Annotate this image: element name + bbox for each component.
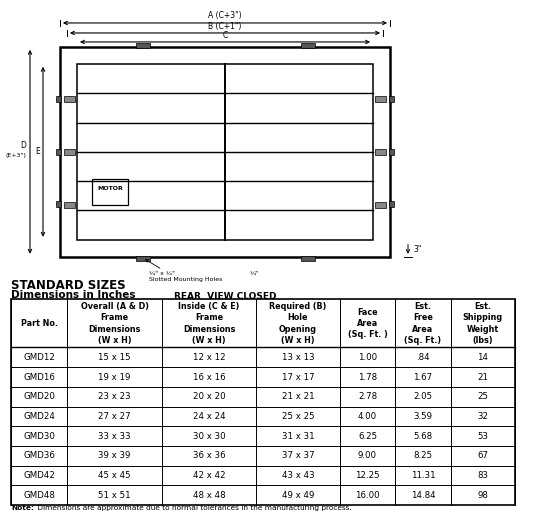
Bar bbox=[375, 96, 386, 102]
Text: 6.25: 6.25 bbox=[358, 432, 377, 441]
Text: 39 x 39: 39 x 39 bbox=[98, 452, 131, 460]
Text: B (C+1"): B (C+1") bbox=[208, 22, 241, 31]
Text: 20 x 20: 20 x 20 bbox=[192, 392, 226, 401]
Bar bbox=[64, 201, 75, 208]
Bar bbox=[375, 149, 386, 155]
Bar bbox=[135, 43, 150, 48]
Text: GMD42: GMD42 bbox=[23, 471, 55, 480]
Text: E: E bbox=[35, 147, 40, 156]
Text: 51 x 51: 51 x 51 bbox=[98, 491, 131, 500]
Text: REAR  VIEW CLOSED: REAR VIEW CLOSED bbox=[174, 292, 276, 301]
Text: 5.68: 5.68 bbox=[414, 432, 432, 441]
Text: 12.25: 12.25 bbox=[355, 471, 380, 480]
Text: A (C+3"): A (C+3") bbox=[208, 11, 242, 20]
Text: D: D bbox=[20, 141, 26, 150]
Text: 48 x 48: 48 x 48 bbox=[192, 491, 226, 500]
Text: ¾": ¾" bbox=[250, 271, 259, 276]
Bar bbox=[77, 64, 373, 240]
Text: 15 x 15: 15 x 15 bbox=[98, 353, 131, 362]
Text: 83: 83 bbox=[477, 471, 488, 480]
Text: 1.00: 1.00 bbox=[358, 353, 377, 362]
Text: 25 x 25: 25 x 25 bbox=[282, 412, 314, 421]
Text: 67: 67 bbox=[477, 452, 488, 460]
Text: 37 x 37: 37 x 37 bbox=[282, 452, 314, 460]
Text: STANDARD SIZES: STANDARD SIZES bbox=[11, 279, 125, 292]
Text: .84: .84 bbox=[416, 353, 430, 362]
Text: 23 x 23: 23 x 23 bbox=[98, 392, 131, 401]
Text: 1.67: 1.67 bbox=[414, 373, 432, 382]
Text: 14: 14 bbox=[477, 353, 488, 362]
Text: GMD48: GMD48 bbox=[23, 491, 55, 500]
Bar bbox=[56, 149, 61, 155]
Text: Dimensions are approximate due to normal tolerances in the manufacturing process: Dimensions are approximate due to normal… bbox=[35, 505, 352, 512]
Bar bbox=[64, 149, 75, 155]
Text: Inside (C & E)
Frame
Dimensions
(W x H): Inside (C & E) Frame Dimensions (W x H) bbox=[178, 302, 240, 345]
Text: 36 x 36: 36 x 36 bbox=[192, 452, 226, 460]
Text: 3.59: 3.59 bbox=[414, 412, 432, 421]
Text: Slotted Mounting Holes: Slotted Mounting Holes bbox=[149, 277, 222, 282]
Bar bbox=[300, 256, 315, 260]
Text: Est.
Shipping
Weight
(lbs): Est. Shipping Weight (lbs) bbox=[463, 302, 503, 345]
Text: 16.00: 16.00 bbox=[355, 491, 380, 500]
Text: 11.31: 11.31 bbox=[411, 471, 435, 480]
Text: ¾" x ¾": ¾" x ¾" bbox=[149, 271, 175, 276]
Text: C: C bbox=[222, 31, 228, 40]
Text: 33 x 33: 33 x 33 bbox=[98, 432, 131, 441]
Bar bbox=[64, 96, 75, 102]
Text: 9.00: 9.00 bbox=[358, 452, 377, 460]
Text: 21: 21 bbox=[477, 373, 488, 382]
Bar bbox=[92, 179, 128, 205]
Text: GMD24: GMD24 bbox=[23, 412, 55, 421]
Text: 30 x 30: 30 x 30 bbox=[192, 432, 226, 441]
Text: 2.78: 2.78 bbox=[358, 392, 377, 401]
Text: MOTOR: MOTOR bbox=[97, 186, 123, 191]
Text: GMD36: GMD36 bbox=[23, 452, 55, 460]
Text: 17 x 17: 17 x 17 bbox=[282, 373, 314, 382]
Text: 14.84: 14.84 bbox=[411, 491, 435, 500]
Text: GMD12: GMD12 bbox=[23, 353, 55, 362]
Text: Required (B)
Hole
Opening
(W x H): Required (B) Hole Opening (W x H) bbox=[269, 302, 327, 345]
Text: 16 x 16: 16 x 16 bbox=[192, 373, 226, 382]
Text: 4.00: 4.00 bbox=[358, 412, 377, 421]
Text: 1.78: 1.78 bbox=[358, 373, 377, 382]
Text: GMD30: GMD30 bbox=[23, 432, 55, 441]
Bar bbox=[11, 300, 515, 505]
Bar bbox=[135, 256, 150, 260]
Bar bbox=[56, 97, 61, 102]
Text: 42 x 42: 42 x 42 bbox=[192, 471, 226, 480]
Text: 21 x 21: 21 x 21 bbox=[282, 392, 314, 401]
Text: 32: 32 bbox=[477, 412, 488, 421]
Text: 27 x 27: 27 x 27 bbox=[98, 412, 131, 421]
Text: 3": 3" bbox=[413, 245, 421, 254]
Text: (E+3"): (E+3") bbox=[5, 153, 26, 158]
Text: 49 x 49: 49 x 49 bbox=[282, 491, 314, 500]
Text: 31 x 31: 31 x 31 bbox=[282, 432, 314, 441]
Text: GMD20: GMD20 bbox=[23, 392, 55, 401]
Text: Overall (A & D)
Frame
Dimensions
(W x H): Overall (A & D) Frame Dimensions (W x H) bbox=[81, 302, 148, 345]
Text: Face
Area
(Sq. Ft. ): Face Area (Sq. Ft. ) bbox=[348, 308, 387, 339]
Text: Dimensions in Inches: Dimensions in Inches bbox=[11, 290, 135, 300]
Text: 43 x 43: 43 x 43 bbox=[282, 471, 314, 480]
Bar bbox=[389, 97, 394, 102]
Text: Est.
Free
Area
(Sq. Ft.): Est. Free Area (Sq. Ft.) bbox=[404, 302, 442, 345]
Bar bbox=[56, 201, 61, 207]
Text: 13 x 13: 13 x 13 bbox=[282, 353, 314, 362]
Bar bbox=[389, 201, 394, 207]
Text: 2.05: 2.05 bbox=[414, 392, 432, 401]
Text: 98: 98 bbox=[477, 491, 488, 500]
Text: Part No.: Part No. bbox=[21, 319, 58, 328]
Text: 53: 53 bbox=[477, 432, 488, 441]
Text: GMD16: GMD16 bbox=[23, 373, 55, 382]
Bar bbox=[60, 47, 390, 257]
Text: 25: 25 bbox=[477, 392, 488, 401]
Bar bbox=[300, 43, 315, 48]
Text: 45 x 45: 45 x 45 bbox=[98, 471, 131, 480]
Text: 12 x 12: 12 x 12 bbox=[192, 353, 226, 362]
Text: Note:: Note: bbox=[11, 505, 34, 512]
Text: 19 x 19: 19 x 19 bbox=[98, 373, 131, 382]
Text: 8.25: 8.25 bbox=[414, 452, 432, 460]
Bar bbox=[375, 201, 386, 208]
Text: 24 x 24: 24 x 24 bbox=[192, 412, 226, 421]
Bar bbox=[389, 149, 394, 155]
